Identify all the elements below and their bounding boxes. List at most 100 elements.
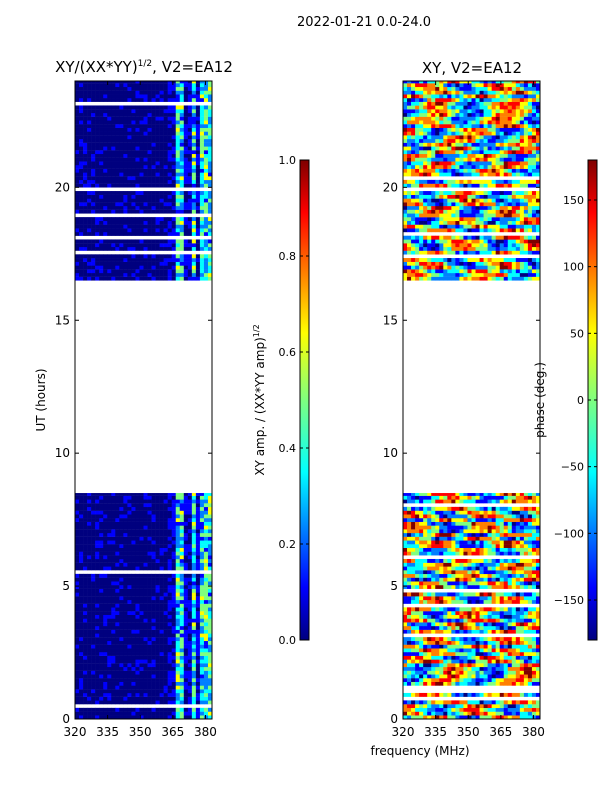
heatmap-cell bbox=[83, 209, 88, 214]
heatmap-cell bbox=[423, 707, 428, 712]
heatmap-cell bbox=[91, 116, 96, 121]
heatmap-cell bbox=[191, 202, 197, 207]
heatmap-cell bbox=[159, 558, 164, 563]
heatmap-cell bbox=[199, 157, 205, 162]
heatmap-cell bbox=[147, 81, 152, 84]
heatmap-cell bbox=[455, 707, 460, 712]
heatmap-cell bbox=[167, 581, 173, 586]
heatmap-cell bbox=[147, 518, 152, 522]
heatmap-cell bbox=[163, 83, 168, 88]
heatmap-cell bbox=[127, 254, 132, 259]
heatmap-cell bbox=[511, 611, 517, 615]
heatmap-cell bbox=[99, 168, 104, 173]
heatmap-cell bbox=[179, 506, 185, 511]
heatmap-cell bbox=[91, 573, 96, 578]
heatmap-cell bbox=[415, 585, 420, 589]
heatmap-cell bbox=[151, 272, 156, 277]
heatmap-cell bbox=[195, 514, 201, 519]
heatmap-cell bbox=[115, 577, 120, 582]
heatmap-cell bbox=[515, 648, 521, 653]
heatmap-cell bbox=[195, 179, 201, 184]
heatmap-cell bbox=[135, 183, 140, 188]
heatmap-cell bbox=[175, 581, 181, 586]
heatmap-cell bbox=[207, 94, 213, 99]
heatmap-cell bbox=[175, 231, 181, 236]
heatmap-cell bbox=[459, 659, 464, 664]
heatmap-cell bbox=[75, 86, 80, 91]
heatmap-cell bbox=[95, 625, 100, 630]
heatmap-cell bbox=[95, 585, 100, 589]
heatmap-cell bbox=[115, 681, 120, 686]
heatmap-cell bbox=[499, 551, 505, 556]
heatmap-cell bbox=[535, 704, 541, 709]
heatmap-cell bbox=[95, 521, 100, 526]
heatmap-cell bbox=[151, 655, 156, 660]
heatmap-cell bbox=[419, 674, 424, 679]
heatmap-cell bbox=[447, 663, 452, 668]
heatmap-cell bbox=[195, 228, 201, 233]
heatmap-cell bbox=[83, 176, 88, 181]
heatmap-cell bbox=[115, 276, 120, 281]
heatmap-cell bbox=[187, 555, 193, 560]
heatmap-cell bbox=[143, 499, 148, 504]
heatmap-cell bbox=[459, 704, 464, 709]
heatmap-cell bbox=[475, 700, 480, 705]
heatmap-cell bbox=[523, 570, 529, 575]
heatmap-cell bbox=[87, 529, 92, 534]
heatmap-cell bbox=[139, 135, 144, 140]
heatmap-cell bbox=[535, 566, 541, 571]
heatmap-cell bbox=[143, 138, 148, 143]
heatmap-cell bbox=[99, 138, 104, 143]
heatmap-cell bbox=[139, 261, 144, 266]
heatmap-cell bbox=[531, 648, 537, 653]
heatmap-cell bbox=[427, 640, 432, 645]
heatmap-cell bbox=[99, 231, 104, 236]
heatmap-cell bbox=[131, 81, 136, 84]
heatmap-cell bbox=[151, 205, 156, 210]
heatmap-cell bbox=[143, 172, 148, 177]
heatmap-cell bbox=[115, 625, 120, 630]
heatmap-cell bbox=[79, 261, 84, 266]
heatmap-cell bbox=[187, 622, 193, 627]
heatmap-cell bbox=[131, 499, 136, 504]
heatmap-cell bbox=[103, 614, 108, 619]
heatmap-cell bbox=[435, 551, 440, 556]
heatmap-cell bbox=[179, 544, 185, 548]
heatmap-cell bbox=[95, 81, 100, 84]
heatmap-cell bbox=[187, 205, 193, 210]
heatmap-cell bbox=[119, 81, 124, 84]
heatmap-cell bbox=[531, 681, 537, 686]
heatmap-cell bbox=[115, 261, 120, 266]
heatmap-cell bbox=[79, 625, 84, 630]
heatmap-cell bbox=[107, 506, 112, 511]
heatmap-cell bbox=[147, 165, 152, 169]
heatmap-cell bbox=[79, 588, 84, 593]
heatmap-cell bbox=[151, 622, 156, 627]
heatmap-cell bbox=[187, 629, 193, 634]
heatmap-cell bbox=[507, 585, 513, 589]
heatmap-cell bbox=[527, 622, 533, 627]
heatmap-cell bbox=[187, 562, 193, 567]
heatmap-cell bbox=[191, 585, 197, 589]
heatmap-cell bbox=[159, 120, 164, 125]
heatmap-cell bbox=[95, 499, 100, 504]
heatmap-cell bbox=[415, 618, 420, 623]
heatmap-cell bbox=[143, 81, 148, 84]
heatmap-cell bbox=[135, 258, 140, 262]
heatmap-cell bbox=[499, 592, 505, 597]
heatmap-cell bbox=[183, 220, 189, 225]
heatmap-cell bbox=[451, 625, 456, 630]
heatmap-cell bbox=[411, 558, 416, 563]
heatmap-cell bbox=[147, 176, 152, 181]
heatmap-cell bbox=[143, 685, 148, 690]
heatmap-cell bbox=[187, 689, 193, 694]
heatmap-cell bbox=[123, 499, 128, 504]
heatmap-cell bbox=[87, 510, 92, 515]
heatmap-cell bbox=[183, 518, 189, 522]
heatmap-cell bbox=[483, 707, 488, 712]
heatmap-cell bbox=[99, 652, 104, 656]
heatmap-cell bbox=[491, 558, 496, 563]
heatmap-cell bbox=[207, 573, 213, 578]
heatmap-cell bbox=[179, 648, 185, 653]
heatmap-cell bbox=[179, 183, 185, 188]
